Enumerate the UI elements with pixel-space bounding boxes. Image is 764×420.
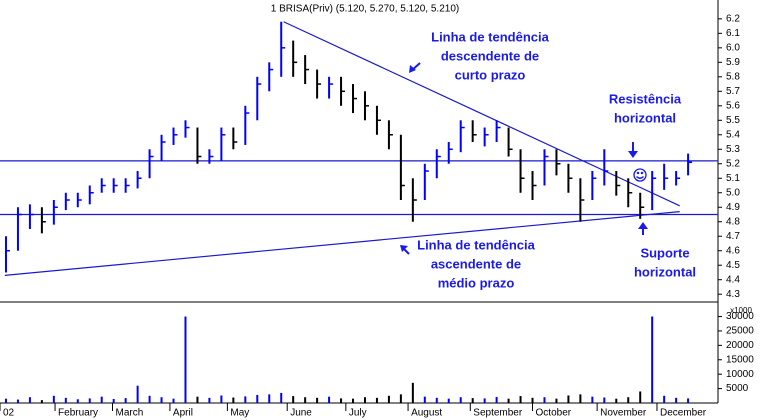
x-tick-label: July <box>349 408 367 419</box>
annotation: Linha de tendência <box>417 237 536 252</box>
trend-line <box>283 21 680 207</box>
x-tick-label: 02 <box>3 408 15 419</box>
x-tick-label: August <box>411 408 442 419</box>
y2-tick-label: 10000 <box>726 369 754 380</box>
annotation: curto prazo <box>455 67 526 82</box>
arrows <box>400 62 648 255</box>
annotation: horizontal <box>634 264 696 279</box>
y2-tick-label: 25000 <box>726 326 754 337</box>
annotation: descendente de <box>441 48 539 63</box>
annotation: ascendente de <box>431 256 521 271</box>
annotation: Suporte <box>640 245 689 260</box>
y2-axis-label: x1000 <box>730 306 752 315</box>
y-tick-label: 4.9 <box>726 202 740 213</box>
y-tick-label: 5.2 <box>726 158 740 169</box>
y-tick-label: 5.1 <box>726 173 740 184</box>
y-tick-label: 6.2 <box>726 13 740 24</box>
y-tick-label: 5.0 <box>726 187 740 198</box>
x-tick-label: December <box>660 408 707 419</box>
y-tick-label: 6.0 <box>726 42 740 53</box>
y2-tick-label: 15000 <box>726 354 754 365</box>
y-tick-label: 5.6 <box>726 100 740 111</box>
smiley <box>633 168 647 182</box>
y-tick-label: 5.5 <box>726 115 740 126</box>
y-tick-label: 5.3 <box>726 144 740 155</box>
y-tick-label: 5.9 <box>726 57 740 68</box>
y2-tick-label: 5000 <box>726 383 749 394</box>
x-tick-label: June <box>290 408 312 419</box>
x-tick-label: November <box>600 408 647 419</box>
y-tick-label: 4.4 <box>726 274 740 285</box>
x-tick-label: May <box>230 408 249 419</box>
annotation: Linha de tendência <box>431 29 550 44</box>
x-tick-label: April <box>173 408 193 419</box>
trend-line <box>4 210 680 276</box>
y-tick-label: 6.1 <box>726 28 740 39</box>
annotation: médio prazo <box>438 275 515 290</box>
y-tick-label: 4.7 <box>726 231 740 242</box>
y2-tick-label: 20000 <box>726 340 754 351</box>
chart-title: 1 BRISA(Priv) (5.120, 5.270, 5.120, 5.21… <box>271 4 459 15</box>
x-tick-label: March <box>115 408 143 419</box>
annotation: Resistência <box>609 91 682 106</box>
y-tick-label: 4.8 <box>726 216 740 227</box>
x-tick-label: October <box>536 408 572 419</box>
y-tick-label: 5.8 <box>726 71 740 82</box>
y-tick-label: 4.5 <box>726 260 740 271</box>
y2-tick-label: 30000 <box>726 311 754 322</box>
y-tick-label: 4.6 <box>726 245 740 256</box>
x-tick-label: September <box>473 408 523 419</box>
y-tick-label: 4.3 <box>726 289 740 300</box>
y-tick-label: 5.4 <box>726 129 740 140</box>
annotation: horizontal <box>614 110 676 125</box>
y-tick-label: 5.7 <box>726 86 740 97</box>
x-tick-label: February <box>58 408 98 419</box>
